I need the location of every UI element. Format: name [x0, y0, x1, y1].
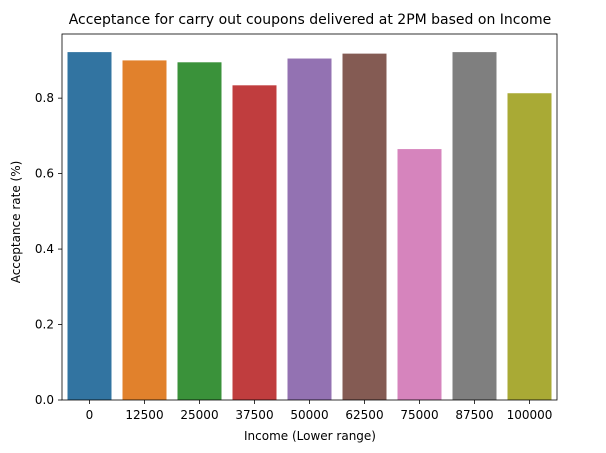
bar-87500 — [452, 52, 497, 401]
y-tick-label: 0.8 — [35, 91, 54, 105]
bar-25000 — [177, 62, 222, 400]
x-tick-label: 62500 — [345, 408, 383, 422]
bar-62500 — [342, 53, 387, 401]
bar-37500 — [232, 85, 277, 400]
x-tick-label: 87500 — [455, 408, 493, 422]
bar-100000 — [507, 93, 552, 401]
y-tick-label: 0.4 — [35, 242, 54, 256]
bar-75000 — [397, 149, 442, 400]
y-tick-label: 0.2 — [35, 318, 54, 332]
x-tick-label: 0 — [86, 408, 94, 422]
x-tick-label: 12500 — [125, 408, 163, 422]
y-axis-label: Acceptance rate (%) — [9, 161, 23, 284]
y-tick-label: 0.0 — [35, 393, 54, 407]
bar-50000 — [287, 58, 332, 401]
x-axis: 0 12500 25000 37500 50000 62500 75000 87500 1000… — [86, 400, 553, 422]
x-axis-label: Income (Lower range) — [244, 429, 376, 443]
x-tick-label: 25000 — [180, 408, 218, 422]
chart-title: Acceptance for carry out coupons deliver… — [69, 12, 552, 28]
bar-0 — [67, 52, 112, 401]
bar-12500 — [122, 60, 167, 400]
plot-frame — [61, 33, 558, 401]
x-tick-label: 75000 — [400, 408, 438, 422]
x-tick-label: 37500 — [235, 408, 273, 422]
bars-group — [67, 52, 552, 401]
x-tick-label: 50000 — [290, 408, 328, 422]
y-tick-label: 0.6 — [35, 167, 54, 181]
y-axis: 0.0 0.2 0.4 0.6 0.8 — [35, 91, 62, 407]
x-tick-label: 100000 — [507, 408, 553, 422]
